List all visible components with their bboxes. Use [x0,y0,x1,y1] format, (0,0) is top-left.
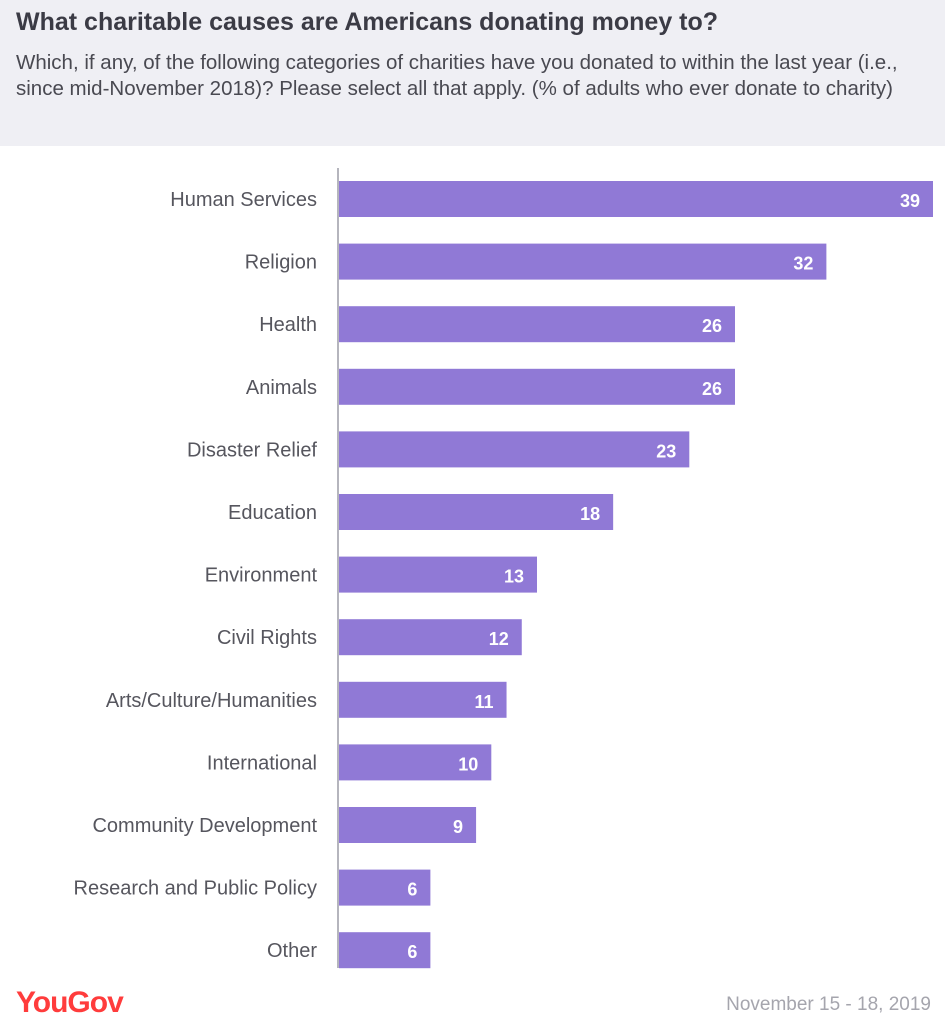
bar [339,807,477,843]
value-label: 39 [900,191,920,211]
bar [339,556,537,593]
category-label: Civil Rights [217,627,317,649]
category-label: Arts/Culture/Humanities [106,690,317,712]
category-label: Education [228,502,317,524]
yougov-logo: YouGov [16,986,124,1019]
chart-title: What charitable causes are Americans don… [16,8,719,36]
category-label: Environment [205,565,318,587]
category-label: Other [267,940,317,962]
bar [339,181,933,217]
bar [339,869,431,906]
value-label: 11 [475,692,494,712]
header-panel: What charitable causes are Americans don… [0,0,945,146]
category-label: Animals [246,377,317,399]
bar [339,368,735,405]
bar [339,431,690,468]
value-label: 18 [580,504,600,524]
value-label: 26 [702,316,722,336]
value-label: 6 [407,880,417,900]
category-label: Community Development [92,815,317,837]
category-label: Religion [245,252,317,274]
value-label: 23 [656,441,676,461]
bar [339,306,735,343]
value-label: 6 [407,942,417,962]
category-label: Health [259,314,317,336]
bar-chart: Human Services 39 Religion 32 Health 26 Animal… [74,168,933,969]
bar [339,744,492,781]
value-label: 13 [504,567,524,587]
value-label: 9 [453,817,463,837]
value-label: 32 [793,254,813,274]
bar [339,243,827,280]
bar [339,619,522,656]
chart-subtitle: Which, if any, of the following categori… [16,51,898,100]
value-label: 12 [489,629,509,649]
survey-date: November 15 - 18, 2019 [726,994,931,1015]
bar [339,681,507,718]
category-label: Disaster Relief [187,439,317,461]
category-label: Human Services [170,189,317,211]
value-label: 26 [702,379,722,399]
bar [339,932,431,969]
value-label: 10 [458,754,478,774]
bar [339,494,614,530]
category-label: International [207,752,317,774]
category-label: Research and Public Policy [74,878,317,900]
